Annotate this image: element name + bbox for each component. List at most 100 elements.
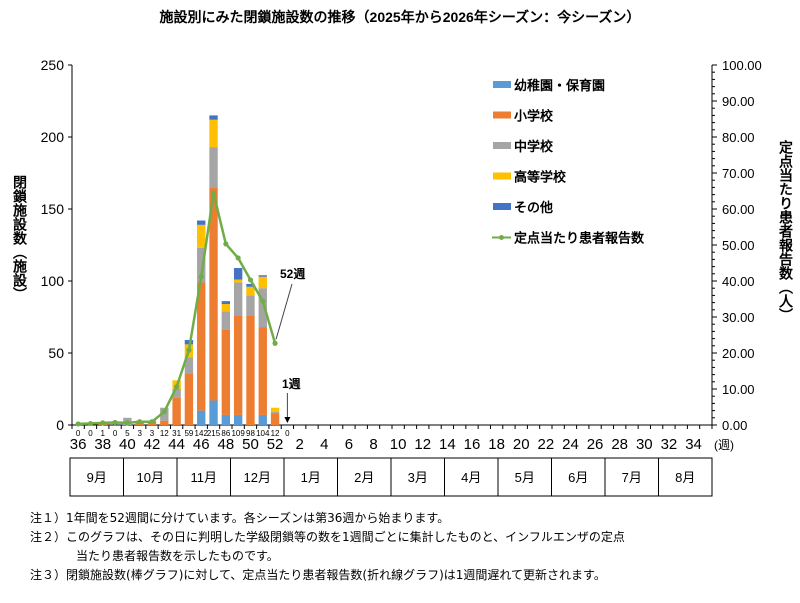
bar-segment-3 <box>258 276 267 289</box>
x-tick-label: 16 <box>464 436 481 453</box>
bar-segment-4 <box>221 301 231 305</box>
bar-segment-1 <box>184 373 194 425</box>
y-tick-label: 250 <box>41 57 65 73</box>
month-label: 10月 <box>137 470 164 485</box>
notes: 注１）1年間を52週間に分けています。各シーズンは第36週から始まります。 注２… <box>30 509 625 585</box>
bar-total-label: 142 <box>195 429 209 438</box>
y2-tick-label: 30.00 <box>722 310 755 325</box>
y-tick-label: 200 <box>41 129 65 145</box>
arrow-head <box>284 417 291 423</box>
x-tick-label: 14 <box>439 436 456 453</box>
y2-tick-label: 50.00 <box>722 238 755 253</box>
bar-segment-4 <box>209 115 218 120</box>
x-tick-label: 34 <box>685 436 702 453</box>
y2-tick-label: 60.00 <box>722 202 755 217</box>
bar-segment-3 <box>246 286 255 296</box>
bar-segment-3 <box>197 224 206 248</box>
y-tick-label: 50 <box>48 345 64 361</box>
bar-total-label: 86 <box>221 429 230 438</box>
legend-swatch <box>493 81 511 88</box>
x-tick-label: 46 <box>193 436 210 453</box>
month-label: 3月 <box>408 470 428 485</box>
bar-segment-1 <box>160 420 169 425</box>
x-tick-label: 2 <box>296 436 304 453</box>
line-point <box>247 277 254 283</box>
bar-segment-1 <box>258 327 267 415</box>
x-tick-label: 40 <box>119 436 136 453</box>
x-tick-label: 42 <box>144 436 161 453</box>
note-label: 注２） <box>30 530 67 544</box>
bar-segment-2 <box>258 288 267 328</box>
bar-total-label: 104 <box>256 429 270 438</box>
legend-label: 定点当たり患者報告数 <box>513 231 645 246</box>
y-tick-label: 150 <box>41 201 65 217</box>
x-tick-label: 36 <box>70 436 87 453</box>
y-tick-label: 100 <box>41 273 65 289</box>
x-tick-label: 12 <box>414 436 431 453</box>
line-point <box>174 384 180 390</box>
bar-segment-0 <box>197 410 206 425</box>
x-tick-label: 22 <box>538 436 555 453</box>
x-tick-label: 8 <box>369 436 377 453</box>
bar-segment-1 <box>209 187 218 401</box>
month-label: 8月 <box>675 470 695 485</box>
line-point <box>100 420 106 426</box>
legend-label: 小学校 <box>514 109 554 124</box>
bar-total-label: 31 <box>172 429 181 438</box>
line-point <box>112 419 118 426</box>
month-label: 11月 <box>191 470 218 485</box>
legend-marker <box>499 235 504 240</box>
x-tick-label: 48 <box>218 436 235 453</box>
bar-total-label: 3 <box>137 429 142 438</box>
month-label: 7月 <box>622 470 642 485</box>
y2-axis-title: 定点当たり患者報告数（人） <box>778 139 794 322</box>
legend-swatch <box>493 203 511 210</box>
y2-tick-label: 10.00 <box>722 382 755 397</box>
line-point <box>235 255 241 261</box>
bar-segment-0 <box>209 400 218 425</box>
line-point <box>260 298 266 304</box>
bar-segment-2 <box>209 147 218 188</box>
bar-segment-3 <box>270 407 280 413</box>
bar-segment-4 <box>197 220 206 225</box>
x-tick-label: 52 <box>267 436 284 453</box>
y2-tick-label: 90.00 <box>722 94 755 109</box>
y2-tick-label: 0.00 <box>722 418 747 433</box>
bar-total-label: 109 <box>231 429 245 438</box>
bar-total-label: 0 <box>285 429 290 438</box>
legend-label: 中学校 <box>514 139 554 154</box>
annotation-1-week: 1週 <box>282 376 301 391</box>
bar-total-label: 59 <box>184 429 193 438</box>
bar-segment-2 <box>184 357 194 374</box>
bar-total-label: 1 <box>101 429 106 438</box>
bar-total-label: 215 <box>207 429 221 438</box>
bar-total-label: 12 <box>160 429 169 438</box>
y2-tick-label: 100.00 <box>722 58 762 73</box>
bar-total-label: 0 <box>113 429 118 438</box>
bar-segment-4 <box>246 283 255 287</box>
bar-segment-2 <box>172 389 181 398</box>
bar-segment-0 <box>221 414 231 425</box>
bar-total-label: 5 <box>125 429 130 438</box>
bar-segment-4 <box>258 275 267 277</box>
legend-swatch <box>493 172 511 180</box>
note-text: 閉鎖施設数(棒グラフ)に対して、定点当たり患者報告数(折れ線グラフ)は1週間遅れ… <box>66 568 606 582</box>
bar-segment-2 <box>233 282 243 316</box>
bar-segment-0 <box>258 414 267 425</box>
bar-segment-0 <box>233 414 243 425</box>
x-tick-label: 30 <box>636 436 653 453</box>
x-tick-label: 38 <box>94 436 111 453</box>
month-label: 1月 <box>301 470 321 485</box>
bar-segment-3 <box>221 304 231 312</box>
closure-chart: 施設別にみた閉鎖施設数の推移（2025年から2026年シーズン：今シーズン）05… <box>12 9 794 497</box>
bar-total-label: 0 <box>76 429 81 438</box>
legend-label: その他 <box>514 200 553 215</box>
y-axis-title: 閉鎖施設数（施設） <box>12 175 28 301</box>
month-label: 5月 <box>515 470 535 485</box>
x-tick-label: 20 <box>513 436 530 453</box>
line-point <box>272 340 278 346</box>
legend-label: 高等学校 <box>514 170 567 185</box>
bar-segment-1 <box>172 397 181 425</box>
bar-segment-1 <box>233 315 243 415</box>
bar-segment-2 <box>197 247 206 283</box>
